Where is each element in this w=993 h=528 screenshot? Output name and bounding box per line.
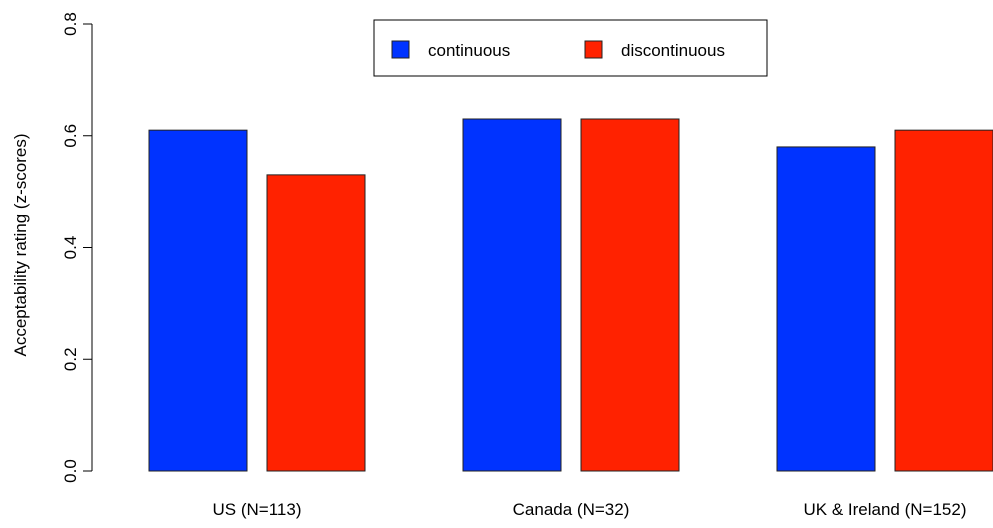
bar-continuous — [776, 146, 876, 472]
legend: continuous discontinuous — [373, 19, 768, 77]
y-tick-label: 0.6 — [61, 124, 80, 148]
legend-swatch-continuous — [391, 40, 410, 59]
legend-box — [373, 19, 768, 77]
legend-label: discontinuous — [621, 41, 725, 60]
y-tick-label: 0.0 — [61, 459, 80, 483]
legend-label: continuous — [428, 41, 510, 60]
y-axis-title: Acceptability rating (z-scores) — [11, 134, 30, 357]
bar-discontinuous — [266, 174, 366, 472]
x-category-label: UK & Ireland (N=152) — [804, 500, 967, 519]
bar-discontinuous — [580, 118, 680, 472]
y-tick-label: 0.2 — [61, 347, 80, 371]
x-axis-labels: US (N=113) Canada (N=32) UK & Ireland (N=1… — [213, 500, 967, 519]
y-tick-label: 0.4 — [61, 236, 80, 260]
legend-swatch-discontinuous — [584, 40, 603, 59]
bars — [148, 118, 993, 472]
bar-discontinuous — [894, 129, 993, 472]
bar-continuous — [148, 129, 248, 472]
bar-continuous — [462, 118, 562, 472]
x-category-label: US (N=113) — [213, 500, 302, 519]
x-category-label: Canada (N=32) — [513, 500, 630, 519]
y-axis: 0.0 0.2 0.4 0.6 0.8 — [61, 12, 93, 483]
y-tick-label: 0.8 — [61, 12, 80, 36]
